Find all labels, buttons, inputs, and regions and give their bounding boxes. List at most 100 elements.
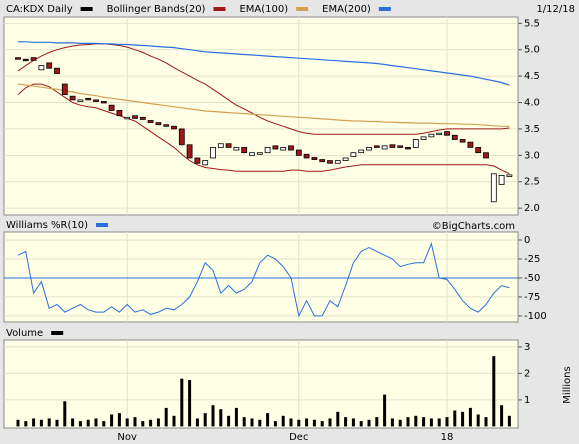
candle-body: [225, 143, 232, 148]
volume-bar: [328, 418, 332, 427]
candle-body: [69, 95, 76, 101]
volume-bar: [110, 414, 114, 427]
legend-label: EMA(100): [239, 4, 288, 15]
candle-body: [412, 139, 419, 148]
volume-bar: [149, 419, 153, 427]
volume-bar: [461, 411, 465, 427]
candle-body: [420, 136, 427, 140]
legend-label: Bollinger Bands(20): [107, 4, 206, 15]
candle-body: [342, 157, 349, 162]
candle-body: [490, 173, 497, 203]
volume-bar: [305, 418, 309, 427]
y-tick-label: -75: [524, 292, 540, 303]
volume-bar: [484, 417, 488, 427]
volume-bar: [289, 418, 293, 427]
candle-body: [358, 149, 365, 154]
candle-body: [116, 110, 123, 117]
y-tick-label: 0: [524, 235, 530, 246]
watermark: ©BigCharts.com: [432, 221, 515, 232]
volume-bar: [492, 356, 496, 427]
y-tick-label: -100: [524, 311, 547, 322]
volume-bar: [32, 418, 36, 427]
candle-body: [459, 139, 466, 143]
volume-bar: [383, 394, 387, 427]
candle-body: [155, 122, 162, 126]
price-panel: [3, 16, 519, 216]
y-tick-label: 3.0: [524, 150, 540, 161]
volume-bar: [422, 417, 426, 427]
volume-bar: [258, 419, 262, 427]
candle-body: [280, 147, 287, 151]
volume-bar: [63, 401, 67, 427]
volume-bar: [297, 419, 301, 427]
williams-line: [17, 242, 510, 318]
volume-bar: [203, 413, 207, 427]
volume-bar: [219, 409, 223, 427]
volume-bar: [234, 407, 238, 427]
volume-bar: [266, 413, 270, 427]
y-tick-label: 4.0: [524, 98, 540, 109]
x-tick-label: Dec: [289, 432, 308, 443]
volume-bar: [437, 418, 441, 427]
x-tick-label: 18: [441, 432, 454, 443]
candle-body: [124, 116, 131, 120]
volume-bar: [172, 415, 176, 427]
volume-bar: [359, 421, 363, 427]
candle-body: [303, 153, 310, 159]
candle-body: [93, 99, 99, 102]
volume-bar: [55, 419, 59, 427]
volume-bar: [141, 421, 145, 427]
candle-body: [373, 145, 380, 148]
candle-body: [77, 99, 84, 102]
volume-bar: [375, 417, 379, 427]
volume-bar: [500, 405, 504, 427]
volume-bar: [507, 415, 511, 427]
candle-body: [46, 62, 53, 69]
legend-label: Williams %R(10): [6, 220, 88, 231]
volume-bar: [78, 421, 82, 427]
candle-body: [139, 116, 146, 120]
y-tick-label: 2.5: [524, 177, 540, 188]
volume-bar: [390, 418, 394, 427]
volume-bar: [344, 417, 348, 427]
candle-body: [334, 160, 341, 164]
candle-body: [366, 147, 372, 151]
candle-body: [467, 141, 474, 148]
legend-swatch: [296, 7, 309, 11]
volume-bar: [336, 411, 340, 427]
candle-body: [475, 147, 482, 154]
candle-body: [163, 124, 170, 127]
ema-line: [18, 41, 510, 86]
volume-bar: [227, 415, 231, 427]
legend-swatch: [51, 331, 64, 335]
volume-bar: [133, 417, 137, 427]
volume-bar: [429, 418, 433, 427]
candle-body: [264, 147, 271, 154]
volume-bar: [164, 407, 168, 427]
volume-bar: [281, 415, 285, 427]
volume-bar: [211, 405, 215, 427]
y-tick-label: 5.5: [524, 18, 540, 29]
candle-body: [178, 128, 185, 146]
volume-bar: [445, 417, 449, 427]
volume-bar: [39, 419, 43, 427]
volume-bar: [398, 419, 402, 427]
y-tick-label: 5.0: [524, 45, 540, 56]
candle-body: [327, 160, 333, 164]
volume-bar: [320, 421, 324, 427]
candle-body: [54, 67, 60, 74]
candle-body: [15, 57, 21, 60]
volume-panel: [3, 339, 519, 429]
candle-body: [451, 134, 458, 140]
candle-body: [241, 147, 248, 154]
candle-body: [202, 160, 209, 166]
candle-body: [186, 144, 193, 159]
y-tick-label: -25: [524, 254, 540, 265]
candle-body: [30, 57, 37, 61]
y-tick-label: 2.0: [524, 203, 540, 214]
volume-bar: [180, 378, 184, 427]
candle-body: [194, 157, 201, 164]
legend-swatch: [378, 7, 391, 11]
candle-body: [256, 152, 263, 155]
